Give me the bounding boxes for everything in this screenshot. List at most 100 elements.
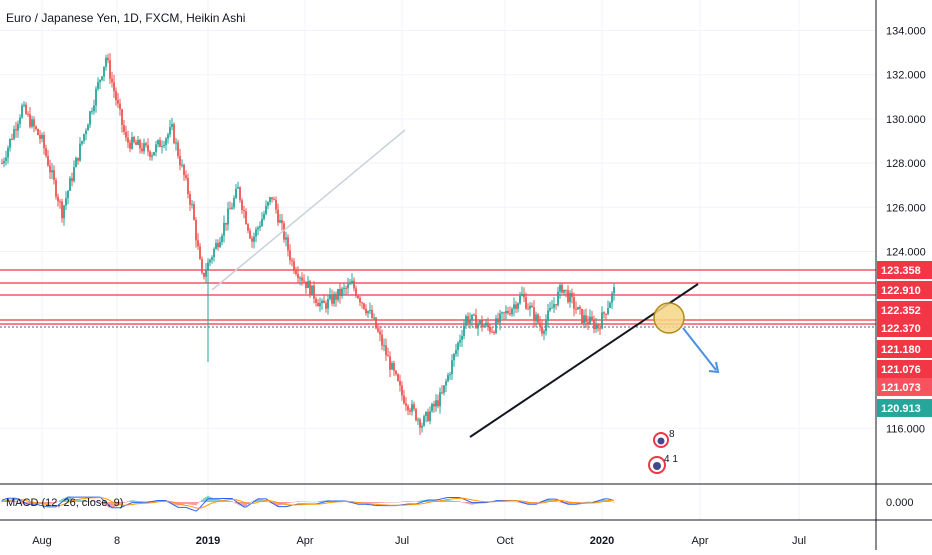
candle-body — [33, 119, 35, 127]
candle-body — [333, 293, 335, 304]
macd-histogram-bar — [311, 501, 313, 503]
candle-body — [505, 310, 507, 314]
candle-body — [125, 131, 127, 138]
candle-body — [389, 356, 391, 370]
candle-body — [421, 425, 423, 428]
candle-body — [117, 100, 119, 104]
macd-histogram-bar — [505, 501, 507, 503]
macd-histogram-bar — [537, 502, 539, 503]
candle-body — [109, 60, 111, 79]
candle-body — [97, 82, 99, 89]
macd-histogram-bar — [41, 502, 43, 504]
macd-histogram-bar — [469, 502, 471, 505]
macd-histogram-bar — [285, 502, 287, 505]
macd-histogram-bar — [17, 501, 19, 503]
macd-histogram-bar — [395, 502, 397, 503]
candle-body — [519, 295, 521, 304]
candle-body — [373, 317, 375, 319]
candle-body — [611, 293, 613, 303]
x-tick-label: 2020 — [590, 535, 614, 547]
candle-body — [1, 163, 3, 165]
candle-body — [299, 277, 301, 279]
price-tag: 122.370 — [877, 319, 932, 337]
candle-body — [123, 124, 125, 132]
macd-histogram-bar — [301, 501, 303, 502]
candle-body — [135, 142, 137, 145]
candle-body — [49, 165, 51, 173]
candle-body — [285, 237, 287, 240]
candle-body — [185, 175, 187, 178]
candle-body — [605, 313, 607, 315]
price-tag: 123.358 — [877, 261, 932, 279]
macd-histogram-bar — [579, 502, 581, 503]
candle-body — [39, 135, 41, 139]
event-icon[interactable]: 4 1 — [648, 454, 678, 474]
event-icon[interactable]: 8 — [653, 429, 675, 448]
candle-body — [213, 248, 215, 258]
candle-body — [121, 109, 123, 125]
candle-body — [29, 114, 31, 127]
macd-histogram-bar — [459, 501, 461, 502]
macd-histogram-bar — [599, 500, 601, 502]
macd-histogram-bar — [225, 500, 227, 502]
candle-body — [37, 129, 39, 136]
candle-body — [131, 137, 133, 149]
macd-histogram-bar — [19, 502, 21, 503]
candle-body — [347, 284, 349, 289]
macd-histogram-bar — [9, 499, 11, 502]
candle-body — [369, 309, 371, 312]
chart-title: Euro / Japanese Yen, 1D, FXCM, Heikin As… — [6, 11, 245, 25]
macd-histogram-bar — [323, 500, 325, 502]
candle-body — [263, 213, 265, 219]
event-count: 8 — [669, 429, 675, 440]
macd-histogram-bar — [409, 501, 411, 502]
macd-histogram-bar — [313, 501, 315, 503]
macd-histogram-bar — [319, 501, 321, 502]
macd-histogram-bar — [587, 501, 589, 503]
candle-body — [101, 76, 103, 80]
candle-body — [467, 316, 469, 323]
candle-body — [577, 306, 579, 310]
macd-histogram-bar — [87, 500, 89, 502]
macd-histogram-bar — [607, 500, 609, 502]
candle-body — [245, 210, 247, 225]
macd-histogram-bar — [611, 501, 613, 503]
y-tick-label: 132.000 — [886, 70, 926, 82]
macd-tick-label: 0.000 — [886, 497, 914, 509]
candle-body — [571, 292, 573, 297]
candle-body — [593, 320, 595, 330]
candle-body — [265, 205, 267, 214]
candle-body — [419, 419, 421, 428]
macd-histogram-bar — [613, 502, 615, 503]
candle-body — [513, 304, 515, 309]
event-count: 4 1 — [664, 454, 678, 465]
candle-body — [327, 298, 329, 309]
macd-histogram-bar — [385, 502, 387, 503]
macd-histogram-bar — [273, 502, 275, 505]
candle-body — [177, 142, 179, 157]
macd-histogram-bar — [401, 501, 403, 503]
price-tag-label: 120.913 — [881, 403, 921, 415]
candle-body — [547, 310, 549, 321]
candle-body — [303, 280, 305, 282]
candle-body — [359, 298, 361, 303]
candle-body — [293, 261, 295, 271]
macd-histogram-bar — [431, 500, 433, 502]
candle-body — [133, 137, 135, 143]
candle-body — [397, 374, 399, 381]
candle-body — [437, 400, 439, 407]
candle-body — [289, 250, 291, 261]
candle-body — [361, 302, 363, 304]
price-tag-label: 122.352 — [881, 305, 921, 317]
candle-body — [561, 284, 563, 293]
candle-body — [455, 349, 457, 354]
candle-body — [231, 207, 233, 210]
macd-histogram-bar — [377, 502, 379, 504]
candle-body — [563, 289, 565, 293]
macd-histogram-bar — [429, 499, 431, 502]
macd-histogram-bar — [269, 502, 271, 503]
price-tag-label: 122.910 — [881, 285, 921, 297]
macd-histogram-bar — [195, 502, 197, 506]
